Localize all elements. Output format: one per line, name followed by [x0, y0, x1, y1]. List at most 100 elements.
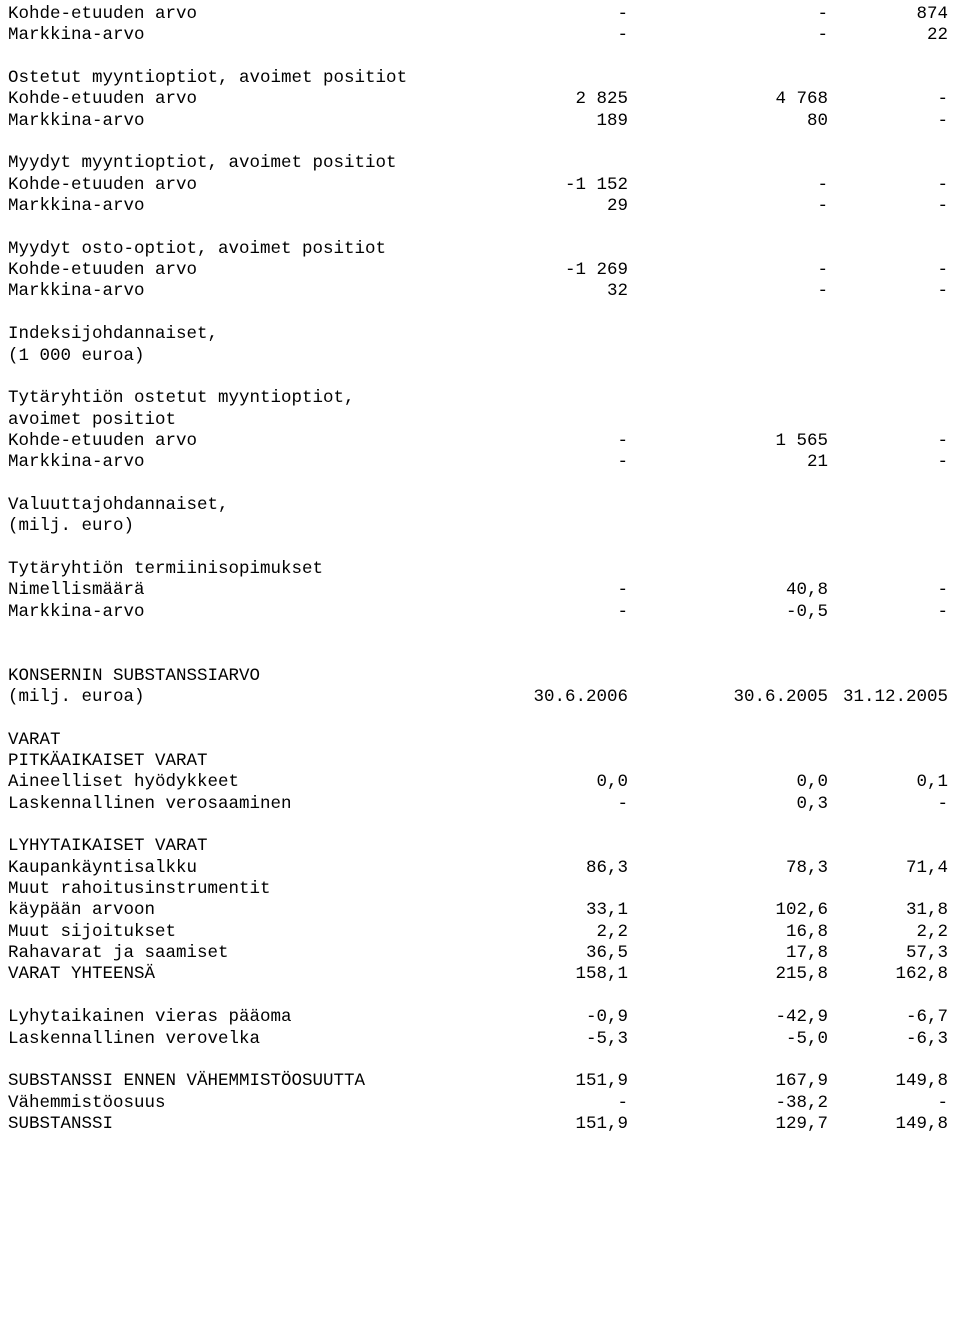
table-row: Laskennallinen verosaaminen-0,3- — [8, 794, 952, 815]
cell-col2: 80 — [628, 111, 828, 132]
row-label: Rahavarat ja saamiset — [8, 943, 428, 964]
section-heading-label: avoimet positiot — [8, 410, 952, 431]
table-row: käypään arvoon33,1102,631,8 — [8, 900, 952, 921]
cell-col3: - — [828, 196, 948, 217]
table-row: Kohde-etuuden arvo-1 565- — [8, 431, 952, 452]
cell-col2: - — [628, 196, 828, 217]
cell-col1: - — [428, 452, 628, 473]
table-row: Muut rahoitusinstrumentit — [8, 879, 952, 900]
table-row: Kaupankäyntisalkku86,378,371,4 — [8, 858, 952, 879]
cell-col3: 874 — [828, 4, 948, 25]
section-heading-label: Valuuttajohdannaiset, — [8, 495, 952, 516]
table-row: Markkina-arvo--0,5- — [8, 602, 952, 623]
cell-col2: 215,8 — [628, 964, 828, 985]
cell-col1: - — [428, 4, 628, 25]
spacer — [8, 708, 952, 729]
cell-col1: 151,9 — [428, 1114, 628, 1135]
cell-col1 — [428, 879, 628, 900]
cell-col3: - — [828, 431, 948, 452]
substanssi-title: KONSERNIN SUBSTANSSIARVO — [8, 666, 952, 687]
row-label: Vähemmistöosuus — [8, 1093, 428, 1114]
cell-col1: -0,9 — [428, 1007, 628, 1028]
cell-col2: -5,0 — [628, 1029, 828, 1050]
cell-col3: 31,8 — [828, 900, 948, 921]
section-heading: Tytäryhtiön termiinisopimukset — [8, 559, 952, 580]
cell-col2: -42,9 — [628, 1007, 828, 1028]
table-row: Aineelliset hyödykkeet0,00,00,1 — [8, 772, 952, 793]
spacer — [8, 367, 952, 388]
table-row: Markkina-arvo29-- — [8, 196, 952, 217]
table-row: SUBSTANSSI ENNEN VÄHEMMISTÖOSUUTTA151,91… — [8, 1071, 952, 1092]
spacer — [8, 815, 952, 836]
cell-col2: 102,6 — [628, 900, 828, 921]
cell-col2: 129,7 — [628, 1114, 828, 1135]
row-label: Markkina-arvo — [8, 281, 428, 302]
cell-col3: 2,2 — [828, 922, 948, 943]
cell-col2: 167,9 — [628, 1071, 828, 1092]
cell-col1: 189 — [428, 111, 628, 132]
cell-col2: - — [628, 260, 828, 281]
row-label: Laskennallinen verovelka — [8, 1029, 428, 1050]
row-label: Nimellismäärä — [8, 580, 428, 601]
spacer — [8, 986, 952, 1007]
section-heading: Indeksijohdannaiset, — [8, 324, 952, 345]
spacer — [8, 1050, 952, 1071]
cell-col3: - — [828, 260, 948, 281]
cell-col2: 40,8 — [628, 580, 828, 601]
row-label: Kohde-etuuden arvo — [8, 4, 428, 25]
cell-col3: 31.12.2005 — [828, 687, 948, 708]
section-heading-label: Myydyt myyntioptiot, avoimet positiot — [8, 153, 952, 174]
cell-col1: 2,2 — [428, 922, 628, 943]
cell-col1: 30.6.2006 — [428, 687, 628, 708]
row-label: käypään arvoon — [8, 900, 428, 921]
cell-col3: 57,3 — [828, 943, 948, 964]
spacer — [8, 132, 952, 153]
spacer — [8, 538, 952, 559]
row-label: SUBSTANSSI ENNEN VÄHEMMISTÖOSUUTTA — [8, 1071, 428, 1092]
table-row: Kohde-etuuden arvo-1 152-- — [8, 175, 952, 196]
cell-col2: 0,3 — [628, 794, 828, 815]
spacer — [8, 47, 952, 68]
cell-col1: -1 152 — [428, 175, 628, 196]
cell-col1: - — [428, 431, 628, 452]
cell-col1: 29 — [428, 196, 628, 217]
row-label: Markkina-arvo — [8, 111, 428, 132]
section-heading: Myydyt myyntioptiot, avoimet positiot — [8, 153, 952, 174]
group-heading: VARAT — [8, 730, 952, 751]
cell-col3: - — [828, 602, 948, 623]
group-subheading-label: LYHYTAIKAISET VARAT — [8, 836, 952, 857]
row-label: Kaupankäyntisalkku — [8, 858, 428, 879]
group-subheading: PITKÄAIKAISET VARAT — [8, 751, 952, 772]
spacer — [8, 217, 952, 238]
cell-col3: - — [828, 175, 948, 196]
table-row: Markkina-arvo-21- — [8, 452, 952, 473]
cell-col3: 0,1 — [828, 772, 948, 793]
table-row: Vähemmistöosuus--38,2- — [8, 1093, 952, 1114]
cell-col1: - — [428, 25, 628, 46]
group-subheading: LYHYTAIKAISET VARAT — [8, 836, 952, 857]
cell-col3 — [828, 879, 948, 900]
cell-col2: 16,8 — [628, 922, 828, 943]
table-row: (milj. euroa)30.6.200630.6.200531.12.200… — [8, 687, 952, 708]
cell-col2: 78,3 — [628, 858, 828, 879]
group-heading-label: VARAT — [8, 730, 952, 751]
substanssi-title-label: KONSERNIN SUBSTANSSIARVO — [8, 666, 952, 687]
spacer — [8, 474, 952, 495]
section-heading-label: (1 000 euroa) — [8, 346, 952, 367]
cell-col2: 1 565 — [628, 431, 828, 452]
cell-col2: 21 — [628, 452, 828, 473]
spacer — [8, 644, 952, 665]
section-heading: (milj. euro) — [8, 516, 952, 537]
cell-col2: 4 768 — [628, 89, 828, 110]
cell-col1: -1 269 — [428, 260, 628, 281]
table-row: Laskennallinen verovelka-5,3-5,0-6,3 — [8, 1029, 952, 1050]
section-heading-label: Tytäryhtiön ostetut myyntioptiot, — [8, 388, 952, 409]
row-label: Kohde-etuuden arvo — [8, 260, 428, 281]
section-heading-label: Indeksijohdannaiset, — [8, 324, 952, 345]
cell-col2: -0,5 — [628, 602, 828, 623]
cell-col1: 36,5 — [428, 943, 628, 964]
table-row: Nimellismäärä-40,8- — [8, 580, 952, 601]
section-heading: Ostetut myyntioptiot, avoimet positiot — [8, 68, 952, 89]
cell-col3: - — [828, 452, 948, 473]
cell-col1: 2 825 — [428, 89, 628, 110]
